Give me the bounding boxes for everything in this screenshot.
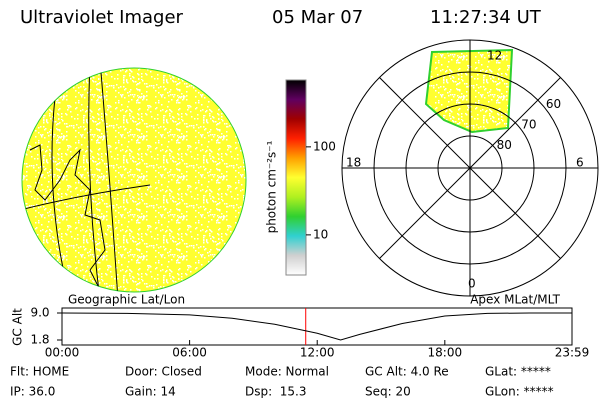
- colorbar-tick-label: 100: [313, 139, 336, 153]
- status-field: Seq: 20: [365, 385, 411, 399]
- mlt-label: 0: [468, 277, 476, 291]
- panel-label: Apex MLat/MLT: [470, 293, 560, 307]
- status-field: Gain: 14: [125, 385, 176, 399]
- lat-label: 80: [497, 138, 512, 152]
- globe: [21, 67, 247, 293]
- panel-label: Geographic Lat/Lon: [68, 293, 185, 307]
- x-tick-label: 23:59: [555, 346, 590, 360]
- status-field: Dsp: 15.3: [245, 385, 307, 399]
- colorbar: [285, 79, 307, 276]
- status-field: GLat: *****: [485, 365, 551, 379]
- mlt-label: 12: [487, 49, 502, 63]
- polar-plot: [341, 39, 599, 297]
- altitude-ylabel: GC Alt: [11, 308, 25, 346]
- altitude-line: [61, 312, 572, 341]
- y-tick-label: 1.8: [30, 333, 49, 347]
- status-field: Mode: Normal: [245, 365, 329, 379]
- lat-label: 70: [521, 118, 536, 132]
- status-field: IP: 36.0: [10, 385, 55, 399]
- date: 05 Mar 07: [272, 7, 363, 28]
- y-tick-label: 9.0: [30, 306, 49, 320]
- status-field: Door: Closed: [125, 365, 202, 379]
- x-tick-label: 00:00: [45, 346, 80, 360]
- x-tick-label: 06:00: [172, 346, 207, 360]
- lat-label: 60: [546, 97, 561, 111]
- mlt-label: 18: [346, 156, 361, 170]
- instrument: Ultraviolet Imager: [20, 7, 184, 28]
- time: 11:27:34 UT: [430, 7, 542, 28]
- status-field: GC Alt: 4.0 Re: [365, 365, 449, 379]
- x-tick-label: 18:00: [428, 346, 463, 360]
- colorbar-tick-label: 10: [313, 227, 328, 241]
- x-tick-label: 12:00: [300, 346, 335, 360]
- mlt-label: 6: [576, 156, 584, 170]
- status-field: Flt: HOME: [10, 365, 69, 379]
- colorbar-label: photon cm⁻²s⁻¹: [265, 140, 279, 233]
- status-field: GLon: *****: [485, 385, 554, 399]
